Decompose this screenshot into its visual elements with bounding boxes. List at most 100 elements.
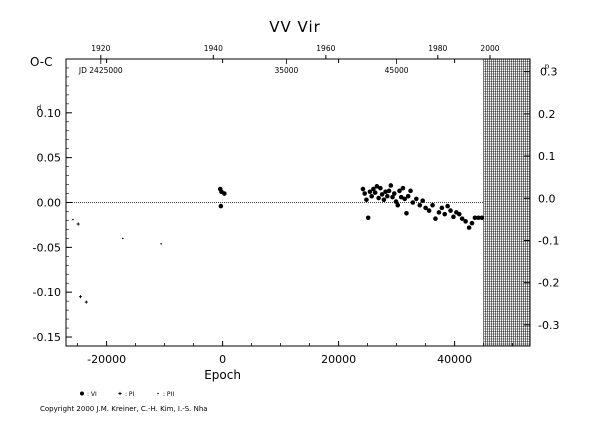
year-tick-label: 1960 xyxy=(316,44,335,53)
y-axis-label: O-C xyxy=(30,55,53,69)
right-tick-label-top: 0.3 xyxy=(540,66,558,79)
data-point xyxy=(72,218,74,221)
data-point xyxy=(476,215,481,221)
data-point xyxy=(379,192,385,197)
data-point xyxy=(383,189,388,195)
y-tick-label: 0.05 xyxy=(37,152,62,165)
data-point xyxy=(395,202,401,208)
data-point xyxy=(360,186,366,192)
data-point xyxy=(420,198,426,204)
data-point xyxy=(372,190,378,195)
data-point xyxy=(404,210,409,216)
data-point xyxy=(423,205,428,211)
year-tick-label: 2000 xyxy=(480,44,499,53)
data-point xyxy=(362,191,368,196)
data-point xyxy=(463,219,468,224)
data-point xyxy=(381,197,387,203)
data-point xyxy=(456,211,462,217)
right-unit-label: p xyxy=(545,63,550,71)
right-tick-label: 0.0 xyxy=(538,192,556,205)
x-tick-label: 0 xyxy=(219,353,226,366)
future-region xyxy=(483,58,530,346)
data-point xyxy=(367,189,373,195)
data-point xyxy=(398,194,404,200)
data-point xyxy=(442,211,448,217)
legend-label: : PI xyxy=(125,391,135,398)
data-point xyxy=(364,197,369,203)
data-point xyxy=(400,185,406,191)
x-axis-label: Epoch xyxy=(204,368,241,382)
data-point xyxy=(369,193,374,199)
data-point xyxy=(122,237,124,240)
data-point xyxy=(426,208,432,213)
data-point xyxy=(469,220,475,226)
data-point xyxy=(374,184,380,189)
data-point xyxy=(436,210,442,215)
right-tick-label: -0.1 xyxy=(538,234,559,247)
legend-marker xyxy=(118,391,122,396)
year-tick-label: 1980 xyxy=(428,44,447,53)
data-point xyxy=(430,202,435,208)
future-region-bg xyxy=(483,59,530,346)
data-point xyxy=(448,208,453,213)
y-tick-label: -0.10 xyxy=(33,286,61,299)
data-point xyxy=(388,183,394,188)
right-tick-label: 0.1 xyxy=(538,150,556,163)
chart-title: VV Vir xyxy=(269,18,321,36)
data-point xyxy=(417,202,423,208)
y-unit-label: d xyxy=(37,104,41,112)
x-tick-label: -20000 xyxy=(87,353,126,366)
series-3 xyxy=(72,218,162,245)
y-tick-label: 0.00 xyxy=(37,197,62,210)
data-point xyxy=(222,191,227,196)
data-point xyxy=(433,216,438,221)
data-point xyxy=(408,188,413,194)
data-point xyxy=(76,222,80,226)
data-point xyxy=(397,188,402,194)
data-point xyxy=(390,194,395,200)
series-1 xyxy=(217,183,485,230)
right-tick-label: -0.3 xyxy=(538,319,559,332)
year-tick-label: 1920 xyxy=(91,44,110,53)
y-tick-label-top: 0.10 xyxy=(37,107,62,120)
data-point xyxy=(472,215,478,221)
right-tick-label: 0.2 xyxy=(538,108,556,121)
data-point xyxy=(376,195,381,201)
right-tick-label: -0.2 xyxy=(538,277,559,290)
x-tick-label: 20000 xyxy=(321,353,356,366)
data-point xyxy=(371,186,376,192)
year-tick-label: 1940 xyxy=(204,44,223,53)
data-point xyxy=(391,191,397,196)
series-2 xyxy=(76,222,88,304)
data-point xyxy=(451,214,456,220)
data-point xyxy=(439,205,445,211)
data-point xyxy=(405,193,411,199)
jd-tick-label: JD 2425000 xyxy=(78,66,123,75)
x-tick-label: 40000 xyxy=(437,353,472,366)
legend-marker xyxy=(80,391,84,396)
data-point xyxy=(365,215,371,221)
jd-tick-label: 35000 xyxy=(274,66,298,75)
data-point xyxy=(378,185,383,191)
data-point xyxy=(218,203,224,209)
data-point xyxy=(459,216,465,221)
data-point xyxy=(466,225,472,230)
data-point xyxy=(414,196,419,202)
legend-label: : VI xyxy=(87,391,97,398)
data-point xyxy=(160,242,162,245)
data-point xyxy=(445,203,450,209)
data-point xyxy=(84,300,88,304)
data-point xyxy=(386,188,392,194)
data-point xyxy=(410,200,416,205)
copyright-notice: Copyright 2000 J.M. Kreiner, C.-H. Kim, … xyxy=(40,405,208,413)
data-point xyxy=(385,193,390,199)
y-tick-label: -0.15 xyxy=(33,331,61,344)
y-tick-label: -0.05 xyxy=(33,241,61,254)
jd-tick-label: 45000 xyxy=(385,66,409,75)
data-point xyxy=(78,295,83,299)
legend-label: : PII xyxy=(163,391,174,398)
data-point xyxy=(402,196,408,202)
legend-marker xyxy=(157,392,159,395)
